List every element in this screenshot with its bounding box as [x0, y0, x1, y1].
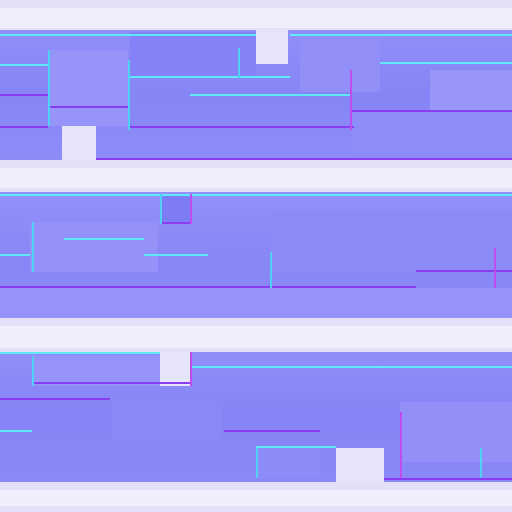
- brick-tile: [0, 288, 512, 318]
- notch: [336, 448, 384, 482]
- brick-tile: [160, 194, 192, 224]
- edge-highlight: [190, 94, 352, 96]
- stone-band-1: [0, 30, 512, 160]
- light-tile: [0, 490, 512, 506]
- edge-shadow: [32, 382, 192, 384]
- edge-shadow: [0, 398, 110, 400]
- edge-highlight: [0, 352, 160, 354]
- edge-highlight: [128, 60, 130, 130]
- notch: [160, 352, 192, 386]
- edge-shadow: [190, 194, 192, 224]
- stone-band-2: [0, 192, 512, 318]
- brick-tile: [48, 50, 128, 126]
- edge-highlight: [32, 222, 34, 272]
- light-tile: [0, 326, 512, 348]
- edge-shadow: [0, 94, 48, 96]
- edge-highlight: [160, 194, 162, 224]
- edge-shadow: [128, 126, 354, 128]
- edge-highlight: [290, 34, 512, 36]
- edge-highlight: [270, 252, 272, 288]
- notch: [256, 30, 288, 64]
- edge-shadow: [494, 248, 496, 288]
- edge-highlight: [130, 76, 290, 78]
- brick-tile: [32, 356, 160, 386]
- edge-highlight: [144, 254, 208, 256]
- edge-shadow: [352, 110, 512, 112]
- edge-highlight: [0, 64, 48, 66]
- edge-shadow: [224, 430, 320, 432]
- edge-shadow: [96, 158, 512, 160]
- brick-tile: [112, 398, 222, 446]
- edge-highlight: [0, 34, 256, 36]
- brick-tile: [270, 212, 512, 272]
- edge-shadow: [190, 352, 192, 386]
- light-tile: [0, 168, 512, 188]
- edge-highlight: [238, 48, 240, 78]
- notch: [62, 126, 96, 160]
- edge-shadow: [48, 106, 130, 108]
- brick-tile: [352, 110, 512, 154]
- edge-highlight: [256, 446, 336, 448]
- edge-highlight: [380, 62, 512, 64]
- edge-highlight: [32, 356, 34, 386]
- edge-shadow: [350, 70, 352, 130]
- edge-highlight: [256, 448, 258, 478]
- edge-highlight: [192, 366, 512, 368]
- brick-tile: [256, 448, 320, 478]
- brick-tile: [130, 32, 256, 78]
- edge-shadow: [0, 286, 416, 288]
- edge-shadow: [160, 222, 192, 224]
- edge-highlight: [480, 448, 482, 478]
- brick-tile: [300, 34, 380, 92]
- edge-highlight: [64, 238, 144, 240]
- edge-shadow: [384, 478, 512, 480]
- edge-highlight: [0, 430, 32, 432]
- edge-shadow: [416, 270, 512, 272]
- edge-highlight: [0, 254, 30, 256]
- light-tile: [0, 8, 512, 28]
- edge-highlight: [48, 50, 50, 126]
- brick-tile: [430, 70, 512, 110]
- stone-band-3: [0, 352, 512, 482]
- edge-highlight: [0, 194, 512, 196]
- edge-shadow: [400, 412, 402, 478]
- edge-shadow: [0, 126, 48, 128]
- brick-tile: [30, 222, 158, 272]
- brick-tile: [400, 402, 512, 462]
